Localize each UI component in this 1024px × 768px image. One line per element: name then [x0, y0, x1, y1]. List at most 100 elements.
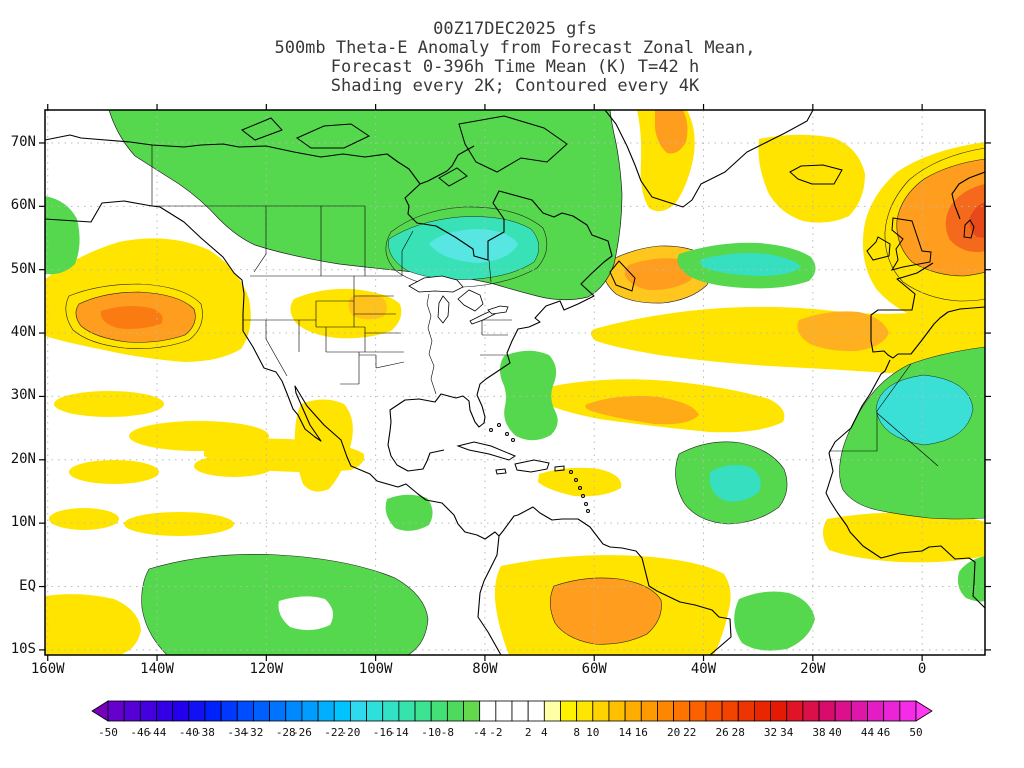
colorbar-cell	[899, 700, 917, 722]
colorbar-cell	[640, 700, 658, 722]
colorbar-tick-label: -44	[147, 726, 167, 739]
negative-anomaly-core	[700, 253, 801, 276]
lat-label: 10N	[10, 514, 36, 531]
colorbar-tick-label: -28	[276, 726, 296, 739]
map-canvas	[39, 104, 991, 661]
colorbar-cell	[236, 700, 254, 722]
colorbar-cell	[398, 700, 416, 722]
coastline-layer	[45, 110, 985, 655]
colorbar-cell	[624, 700, 642, 722]
contour-line	[65, 283, 203, 349]
colorbar-cell	[770, 700, 788, 722]
colorbar-tick-label: 22	[683, 726, 696, 739]
coastline-north-america-pacific	[45, 200, 502, 655]
colorbar-cell	[414, 700, 432, 722]
coastline-south-america-atlantic	[498, 506, 732, 655]
colorbar-cell	[511, 700, 529, 722]
colorbar-tick-label: 10	[586, 726, 599, 739]
colorbar-cell	[382, 700, 400, 722]
island-baffin	[458, 115, 568, 173]
colorbar-cell	[592, 700, 610, 722]
colorbar-tick-label: -40	[179, 726, 199, 739]
lake-erie	[469, 309, 496, 325]
colorbar-cell	[737, 700, 755, 722]
colorbar-tick-label: 8	[573, 726, 580, 739]
positive-anomaly-region	[124, 512, 234, 536]
colorbar-cell	[657, 700, 675, 722]
colorbar-tick-label: 4	[541, 726, 548, 739]
colorbar-tick-label: -8	[441, 726, 454, 739]
title-line-shading: Shading every 2K; Contoured every 4K	[330, 76, 700, 96]
colorbar-cell	[850, 700, 868, 722]
colorbar-arrow-left	[91, 700, 109, 722]
colorbar-cell	[834, 700, 852, 722]
negative-anomaly-region	[734, 591, 815, 651]
positive-anomaly-core	[549, 577, 662, 645]
colorbar-cell	[333, 700, 351, 722]
lat-label: 40N	[10, 324, 36, 341]
positive-anomaly-core	[100, 306, 163, 329]
map-frame	[44, 109, 986, 656]
colorbar-cell	[253, 700, 271, 722]
colorbar-cell	[495, 700, 513, 722]
colorbar-cell	[269, 700, 287, 722]
anomaly-shading-layer	[45, 110, 985, 655]
lesser-antilles-islands	[489, 423, 590, 513]
colorbar-tick-label: -20	[340, 726, 360, 739]
colorbar: -50 -46-44 -40-38 -34-32 -28-26 -22-20 -16-14-…	[91, 700, 933, 739]
colorbar-tick-label: 34	[780, 726, 794, 739]
colorbar-tick-label: -2	[489, 726, 502, 739]
colorbar-cell	[123, 700, 141, 722]
colorbar-tick-label: 50	[909, 726, 922, 739]
positive-anomaly-region	[49, 508, 119, 530]
colorbar-cell	[139, 700, 157, 722]
negative-anomaly-core	[875, 374, 974, 446]
colorbar-cell	[220, 700, 238, 722]
colorbar-tick-label: -10	[421, 726, 441, 739]
graticule-layer	[45, 110, 985, 655]
lat-label: EQ	[19, 577, 36, 594]
colorbar-tick-label: -14	[389, 726, 409, 739]
colorbar-cell	[349, 700, 367, 722]
positive-anomaly-core	[348, 294, 387, 320]
positive-anomaly-region	[758, 134, 865, 223]
colorbar-cell	[818, 700, 836, 722]
colorbar-cell	[721, 700, 739, 722]
lake-ontario	[487, 305, 509, 315]
colorbar-cell	[786, 700, 804, 722]
canada-province-borders	[151, 145, 492, 283]
colorbar-tick-label: -46	[130, 726, 150, 739]
lon-label: 100W	[358, 661, 393, 677]
colorbar-cell	[107, 700, 125, 722]
colorbar-cell	[576, 700, 594, 722]
island-iceland	[789, 164, 843, 185]
island-banks	[241, 117, 283, 141]
colorbar-cell	[754, 700, 771, 722]
negative-anomaly-region	[385, 494, 433, 531]
negative-anomaly-core	[709, 464, 761, 502]
colorbar-cell	[479, 700, 497, 722]
lon-label: 80W	[472, 661, 498, 677]
coastline-arctic	[45, 134, 421, 185]
colorbar-cell	[689, 700, 707, 722]
lat-label: 30N	[10, 387, 36, 404]
colorbar-arrow-right	[915, 700, 933, 722]
island-newfoundland	[609, 260, 636, 292]
colorbar-cell	[285, 700, 303, 722]
lon-label: 60W	[581, 661, 607, 677]
positive-anomaly-region	[538, 467, 622, 497]
colorbar-cell	[608, 700, 626, 722]
lon-label: 40W	[690, 661, 717, 677]
lat-label: 20N	[10, 450, 36, 467]
positive-anomaly-region	[822, 512, 985, 563]
africa-country-borders	[829, 363, 939, 467]
positive-anomaly-core	[797, 311, 889, 352]
island-great-britain	[890, 217, 932, 271]
negative-anomaly-region	[499, 350, 558, 441]
island-hispaniola	[514, 459, 550, 473]
colorbar-tick-label: -16	[373, 726, 393, 739]
positive-anomaly-region	[45, 594, 141, 655]
coastline-denmark	[963, 219, 975, 239]
coastline-scandinavia	[951, 171, 985, 220]
